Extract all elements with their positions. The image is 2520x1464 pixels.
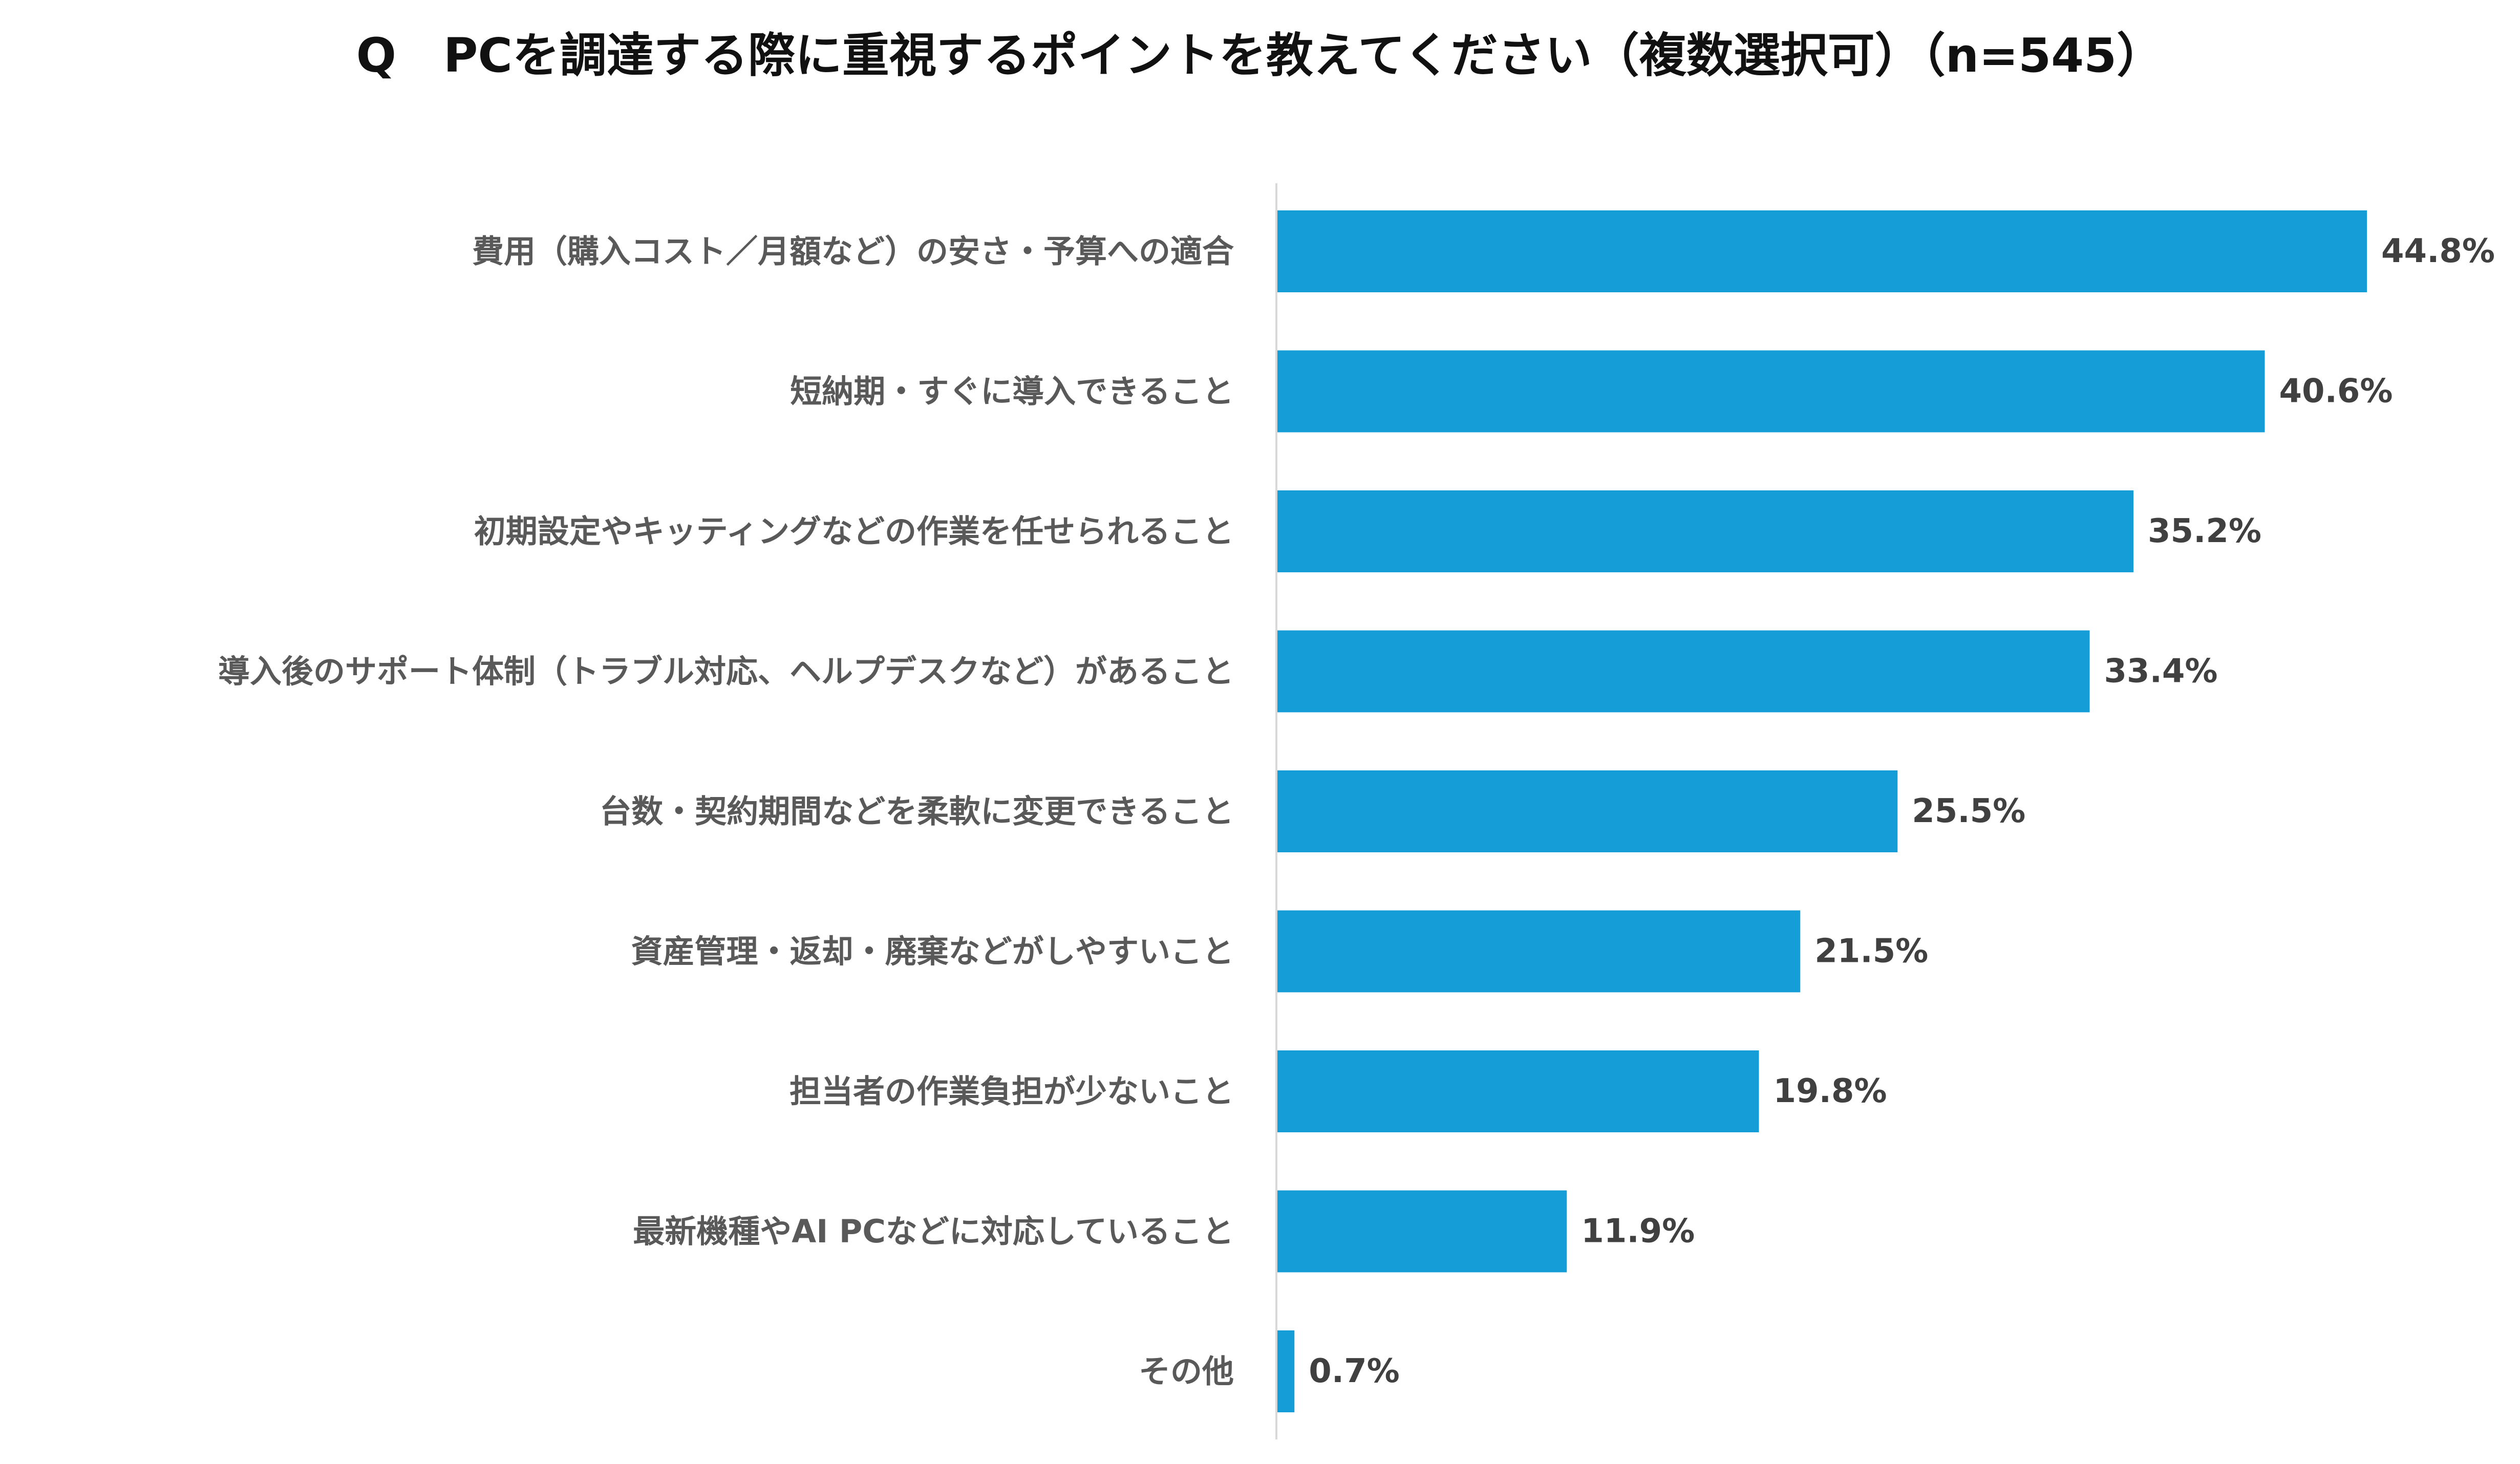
value-label-8: 11.9% — [1581, 1213, 1695, 1251]
bar-1 — [1277, 210, 2367, 292]
category-label-2: 短納期・すぐに導入できること — [790, 373, 1234, 410]
bar-5 — [1277, 770, 1898, 852]
bar-3 — [1277, 490, 2133, 572]
category-label-1: 費用（購入コスト／月額など）の安さ・予算への適合 — [472, 233, 1234, 270]
value-label-5: 25.5% — [1912, 792, 2025, 830]
category-label-8: 最新機種やAI PCなどに対応していること — [633, 1213, 1234, 1250]
chart-title: Q PCを調達する際に重視するポイントを教えてください（複数選択可）（n=545… — [356, 28, 2164, 83]
category-label-6: 資産管理・返却・廃棄などがしやすいこと — [631, 933, 1234, 970]
value-label-9: 0.7% — [1309, 1352, 1400, 1390]
bar-2 — [1277, 350, 2265, 433]
value-label-2: 40.6% — [2279, 373, 2393, 411]
bar-7 — [1277, 1050, 1759, 1132]
category-label-4: 導入後のサポート体制（トラブル対応、ヘルプデスクなど）があること — [218, 653, 1234, 690]
category-label-3: 初期設定やキッティングなどの作業を任せられること — [474, 513, 1234, 550]
value-label-7: 19.8% — [1774, 1072, 1887, 1110]
category-label-7: 担当者の作業負担が少ないこと — [789, 1073, 1234, 1110]
value-label-6: 21.5% — [1814, 933, 1928, 971]
category-label-9: その他 — [1139, 1353, 1234, 1390]
bars-layer: 費用（購入コスト／月額など）の安さ・予算への適合 44.8% 短納期・すぐに導入でき… — [218, 210, 2495, 1412]
bar-4 — [1277, 630, 2090, 713]
value-label-4: 33.4% — [2104, 653, 2218, 691]
value-label-1: 44.8% — [2381, 232, 2495, 270]
category-label-5: 台数・契約期間などを柔軟に変更できること — [600, 793, 1234, 830]
bar-9 — [1277, 1330, 1295, 1412]
value-label-3: 35.2% — [2148, 512, 2261, 550]
bar-8 — [1277, 1190, 1567, 1273]
bar-6 — [1277, 910, 1801, 993]
